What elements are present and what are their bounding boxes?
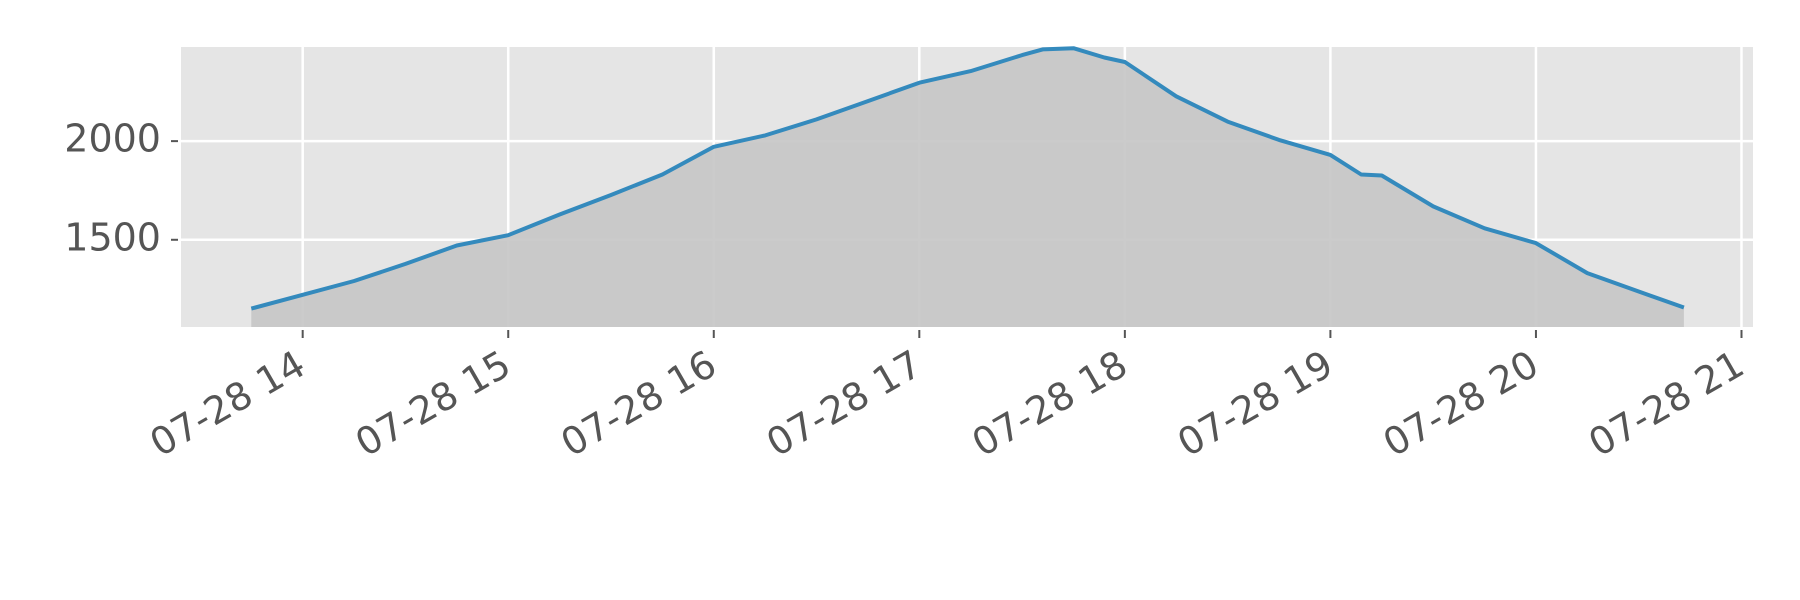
x-tick-label: 07-28 18 [965,342,1135,466]
line [250,46,1685,311]
x-tick-label: 07-28 20 [1376,342,1546,466]
x-tick-label: 07-28 21 [1581,342,1751,466]
x-tick-label: 07-28 19 [1170,342,1340,466]
y-tick-label: 2000 [64,117,161,161]
x-tick-label: 07-28 17 [759,342,929,466]
x-tick-label: 07-28 16 [554,342,724,466]
area-fill [251,48,1684,327]
x-tick-label: 07-28 15 [348,342,518,466]
x-tick-label: 07-28 14 [142,342,312,466]
y-tick-label: 1500 [64,215,161,259]
